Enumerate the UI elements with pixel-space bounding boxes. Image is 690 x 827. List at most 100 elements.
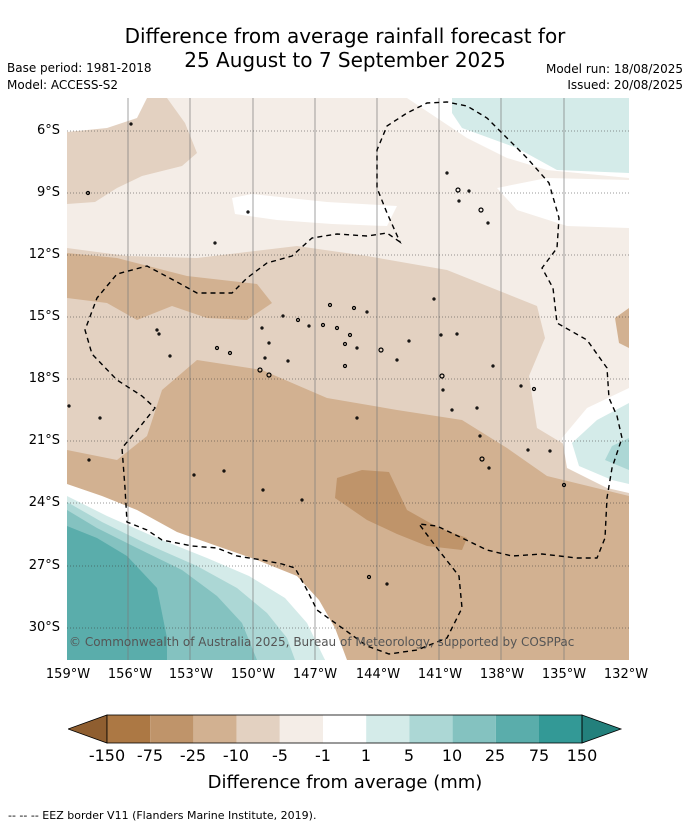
island — [475, 406, 479, 410]
colorbar-swatch — [193, 715, 237, 743]
islands — [67, 122, 567, 586]
island — [87, 458, 91, 462]
contour-minus25-west — [67, 253, 272, 320]
colorbar-swatch — [107, 715, 151, 743]
island — [67, 404, 71, 408]
island — [327, 302, 333, 308]
colorbar-label: 1 — [360, 746, 372, 765]
lon-tick-label: 132°W — [603, 667, 649, 682]
base-period: Base period: 1981-2018 — [7, 61, 152, 75]
colorbar-extend-dry — [68, 714, 108, 744]
colorbar-label: 75 — [528, 746, 550, 765]
colorbar-swatch — [539, 715, 582, 743]
issued-date: Issued: 20/08/2025 — [567, 78, 683, 92]
island — [281, 314, 285, 318]
parallels — [67, 130, 629, 629]
colorbar-label: -1 — [315, 746, 331, 765]
island — [531, 386, 537, 392]
lon-tick-label: 156°W — [107, 667, 153, 682]
lon-tick-label: 141°W — [417, 667, 463, 682]
island — [320, 322, 326, 328]
island — [378, 347, 384, 353]
island — [455, 187, 461, 193]
model-name: Model: ACCESS-S2 — [7, 78, 119, 92]
island — [457, 199, 461, 203]
island — [342, 363, 348, 369]
colorbar-swatch — [323, 715, 367, 743]
eez-footnote: -- -- -- EEZ border V11 (Flanders Marine… — [8, 809, 317, 822]
island — [445, 171, 449, 175]
map-title-line1: Difference from average rainfall forecas… — [124, 24, 566, 48]
island — [478, 207, 484, 213]
island — [222, 469, 226, 473]
island — [439, 373, 445, 379]
rainfall-difference-map — [67, 98, 629, 660]
contour-plus25-southwest — [67, 526, 167, 660]
lon-tick-label: 144°W — [355, 667, 401, 682]
island — [213, 241, 217, 245]
island — [85, 190, 91, 196]
lon-tick-label: 147°W — [292, 667, 338, 682]
contour-minus75-patch — [335, 470, 467, 550]
island — [157, 332, 161, 336]
island — [246, 210, 250, 214]
lat-tick-label: 18°S — [28, 371, 60, 386]
island — [192, 473, 196, 477]
colorbar-title: Difference from average (mm) — [207, 772, 483, 793]
lat-tick-label: 24°S — [28, 495, 60, 510]
island — [351, 305, 357, 311]
island — [407, 339, 411, 343]
island — [267, 341, 271, 345]
island — [519, 384, 523, 388]
island — [385, 582, 389, 586]
island — [486, 221, 490, 225]
island — [487, 466, 491, 470]
island — [266, 372, 272, 378]
colorbar-swatch — [236, 715, 280, 743]
island — [479, 456, 485, 462]
model-run: Model run: 18/08/2025 — [545, 62, 683, 76]
colorbar-label: -10 — [222, 746, 250, 765]
island — [155, 328, 159, 332]
colorbar-label: -25 — [179, 746, 207, 765]
island — [342, 341, 348, 347]
island — [295, 317, 301, 323]
lat-tick-label: 6°S — [36, 123, 60, 138]
lon-tick-label: 159°W — [45, 667, 91, 682]
island — [561, 482, 567, 488]
contour-minus1-southwest — [67, 484, 347, 660]
island — [214, 345, 220, 351]
map-title-line2: 25 August to 7 September 2025 — [184, 48, 506, 72]
colorbar-swatch — [279, 715, 323, 743]
eez-border — [84, 101, 623, 655]
colorbar-swatch — [495, 715, 539, 743]
lon-tick-label: 153°W — [168, 667, 214, 682]
contour-minus25-east — [615, 308, 629, 348]
colorbar-extend-wet — [581, 714, 623, 744]
colorbar-swatch — [409, 715, 453, 743]
colorbar-frame — [106, 714, 583, 744]
colorbar-label: -5 — [272, 746, 288, 765]
island — [334, 325, 340, 331]
contour-minus1-north — [67, 98, 147, 132]
island — [478, 434, 482, 438]
contour-minus1-east — [497, 178, 629, 228]
island — [548, 449, 552, 453]
colorbar-label: 10 — [441, 746, 463, 765]
colorbar-label: -75 — [136, 746, 164, 765]
island — [455, 332, 459, 336]
island — [261, 488, 265, 492]
island — [257, 367, 263, 373]
lat-tick-label: 21°S — [28, 433, 60, 448]
island — [432, 297, 436, 301]
island — [467, 189, 471, 193]
lat-tick-label: 27°S — [28, 558, 60, 573]
colorbar-label: 25 — [484, 746, 506, 765]
lon-tick-label: 138°W — [479, 667, 525, 682]
colorbar-swatch — [452, 715, 496, 743]
colorbar-label: 5 — [403, 746, 415, 765]
island — [366, 574, 372, 580]
island — [365, 310, 369, 314]
colorbar-label: -150 — [88, 746, 126, 765]
lat-tick-label: 12°S — [28, 247, 60, 262]
